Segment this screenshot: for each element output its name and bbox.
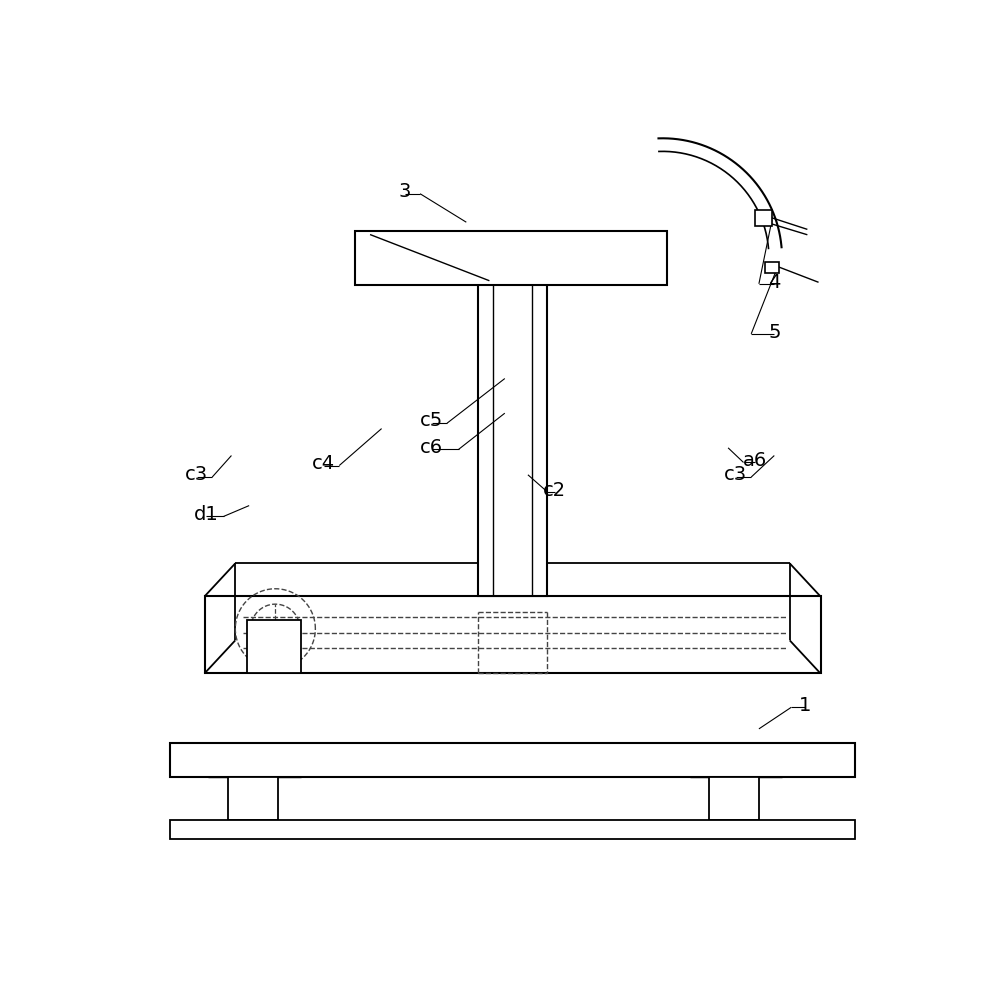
Bar (478, 244, 547, 596)
Bar (755, 210, 772, 225)
Bar (205, 596, 820, 674)
Text: c6: c6 (420, 438, 443, 457)
Bar (355, 231, 666, 285)
Text: a6: a6 (743, 451, 767, 470)
Text: c3: c3 (724, 465, 747, 484)
Text: 3: 3 (399, 182, 411, 201)
Text: c2: c2 (543, 481, 566, 500)
Text: d1: d1 (194, 505, 218, 525)
Bar (709, 778, 759, 819)
Text: c4: c4 (312, 453, 335, 473)
Bar (228, 778, 278, 819)
Text: 4: 4 (768, 273, 780, 292)
Bar (247, 620, 301, 674)
Bar (765, 262, 779, 273)
Text: 1: 1 (799, 696, 811, 715)
Bar (170, 743, 855, 778)
Text: c3: c3 (185, 465, 208, 484)
Text: c5: c5 (420, 412, 443, 431)
Bar (170, 819, 855, 839)
Text: 5: 5 (768, 322, 781, 342)
